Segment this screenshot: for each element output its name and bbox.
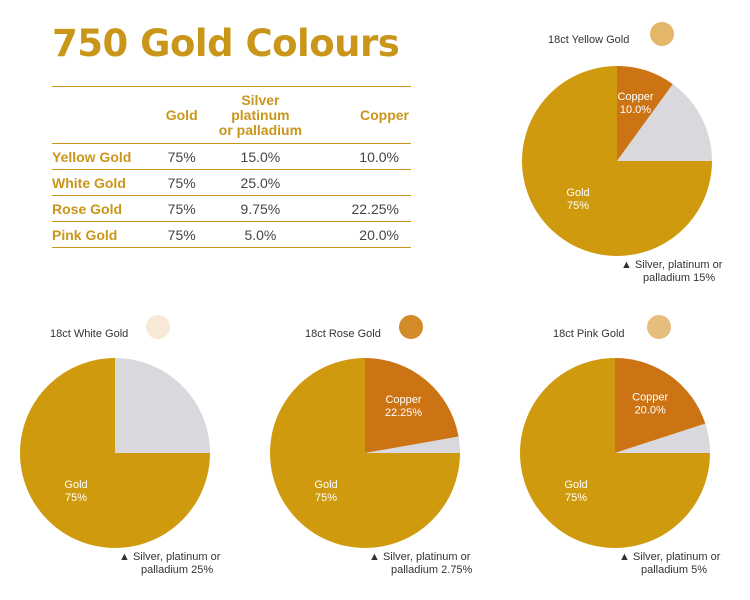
table-row: Yellow Gold 75% 15.0% 10.0% xyxy=(52,143,411,170)
chart-title: 18ct White Gold xyxy=(50,328,128,340)
table-header-cell xyxy=(52,86,158,144)
chart-title: 18ct Yellow Gold xyxy=(548,34,629,46)
pie-chart-rose-gold: 18ct Rose Gold Gold 75% Copper 22.25% ▲ Silve… xyxy=(270,315,473,576)
pie-chart-pink-gold: 18ct Pink Gold Gold 75% Copper 20.0% ▲ Silver… xyxy=(520,315,721,576)
silver-cell: 5.0% xyxy=(206,221,315,248)
slice-label-silver-platinum-or-palladium: ▲ Silver, platinum or palladium 25% xyxy=(119,551,221,576)
row-label: Rose Gold xyxy=(52,195,158,222)
pie-slice-copper xyxy=(365,358,459,453)
composition-table: Gold Silver platinum or palladium Copper Y… xyxy=(52,86,411,248)
pie-chart-yellow-gold: 18ct Yellow Gold Gold 75% Copper 10.0% ▲ Silv… xyxy=(522,22,723,284)
slice-label-copper: Copper 10.0% xyxy=(617,91,653,116)
row-label: Pink Gold xyxy=(52,221,158,248)
slice-label-copper: Copper 22.25% xyxy=(385,394,423,419)
table-row: Rose Gold 75% 9.75% 22.25% xyxy=(52,195,411,222)
color-swatch xyxy=(647,315,671,339)
color-swatch xyxy=(146,315,170,339)
copper-cell: 10.0% xyxy=(314,143,411,170)
gold-cell: 75% xyxy=(157,195,207,222)
slice-label-gold: Gold 75% xyxy=(64,479,87,504)
pie-slice-silver-platinum-or-palladium xyxy=(617,84,712,161)
color-swatch xyxy=(399,315,423,339)
pie-slice-silver-platinum-or-palladium xyxy=(365,436,460,453)
gold-cell: 75% xyxy=(157,169,207,196)
table-header-silver: Silver platinum or palladium xyxy=(206,86,315,144)
slice-label-gold: Gold 75% xyxy=(564,479,587,504)
table-header-copper: Copper xyxy=(314,86,411,144)
chart-title: 18ct Pink Gold xyxy=(553,328,625,340)
silver-cell: 25.0% xyxy=(206,169,315,196)
table-header-gold: Gold xyxy=(157,86,207,144)
slice-label-silver-platinum-or-palladium: ▲ Silver, platinum or palladium 5% xyxy=(619,551,721,576)
copper-cell: 22.25% xyxy=(314,195,411,222)
pie-slice-copper xyxy=(615,358,706,453)
pie-chart-white-gold: 18ct White Gold Gold 75% ▲ Silver, platinum… xyxy=(20,315,221,576)
slice-label-gold: Gold 75% xyxy=(566,187,589,212)
gold-cell: 75% xyxy=(157,143,207,170)
table-row: Pink Gold 75% 5.0% 20.0% xyxy=(52,221,411,248)
chart-title: 18ct Rose Gold xyxy=(305,328,381,340)
slice-label-silver-platinum-or-palladium: ▲ Silver, platinum or palladium 15% xyxy=(621,259,723,284)
row-label: White Gold xyxy=(52,169,158,196)
table-header-row: Gold Silver platinum or palladium Copper xyxy=(52,86,411,144)
silver-cell: 15.0% xyxy=(206,143,315,170)
gold-cell: 75% xyxy=(157,221,207,248)
color-swatch xyxy=(650,22,674,46)
pie-slice-copper xyxy=(617,66,673,161)
copper-cell xyxy=(314,169,411,196)
row-label: Yellow Gold xyxy=(52,143,158,170)
slice-label-silver-platinum-or-palladium: ▲ Silver, platinum or palladium 2.75% xyxy=(369,551,473,576)
table-row: White Gold 75% 25.0% xyxy=(52,169,411,196)
page-title: 750 Gold Colours xyxy=(52,22,400,65)
slice-label-gold: Gold 75% xyxy=(314,479,337,504)
slice-label-copper: Copper 20.0% xyxy=(632,392,668,417)
pie-slice-silver-platinum-or-palladium xyxy=(615,423,710,453)
pie-slice-silver-platinum-or-palladium xyxy=(115,358,210,453)
silver-cell: 9.75% xyxy=(206,195,315,222)
copper-cell: 20.0% xyxy=(314,221,411,248)
